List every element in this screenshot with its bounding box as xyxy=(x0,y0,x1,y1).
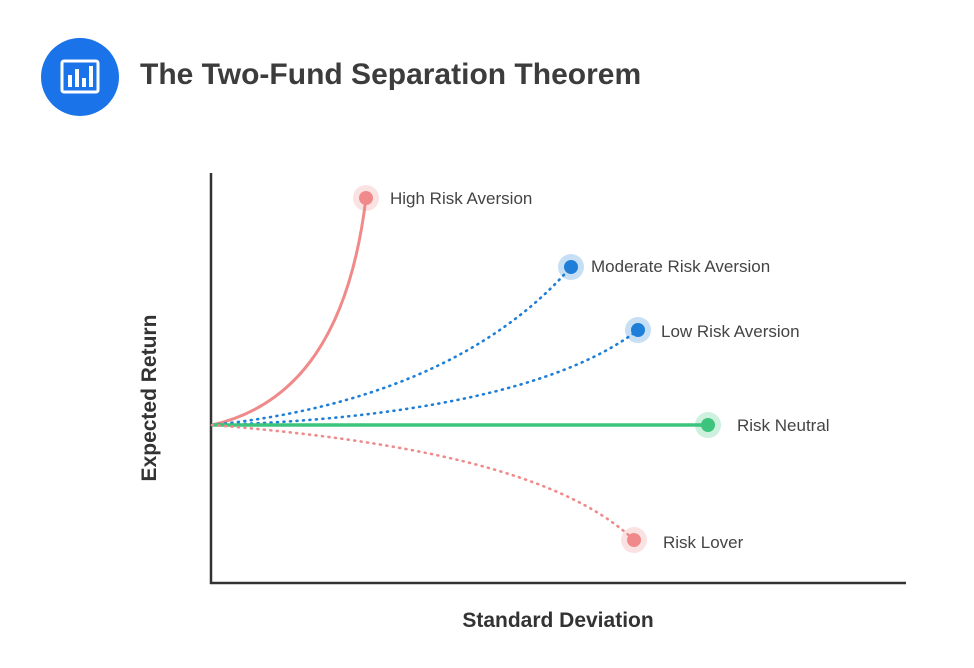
label-moderate-risk-aversion: Moderate Risk Aversion xyxy=(591,257,770,276)
marker-high-risk-aversion xyxy=(353,185,379,211)
page-title: The Two-Fund Separation Theorem xyxy=(140,58,642,91)
label-risk-neutral: Risk Neutral xyxy=(737,416,830,435)
y-axis-title: Expected Return xyxy=(138,315,161,482)
marker-low-risk-aversion xyxy=(625,317,651,343)
curve-high-risk-aversion xyxy=(211,197,368,427)
label-risk-lover: Risk Lover xyxy=(663,533,744,552)
label-high-risk-aversion: High Risk Aversion xyxy=(390,189,532,208)
x-axis-title: Standard Deviation xyxy=(462,609,653,632)
curve-moderate-risk-aversion xyxy=(210,265,573,427)
marker-risk-neutral xyxy=(695,412,721,438)
bar-chart-icon xyxy=(41,38,119,116)
curve-risk-lover xyxy=(210,423,636,542)
marker-risk-lover xyxy=(621,527,647,553)
marker-moderate-risk-aversion xyxy=(558,254,584,280)
curve-low-risk-aversion xyxy=(210,328,640,427)
label-low-risk-aversion: Low Risk Aversion xyxy=(661,322,800,341)
